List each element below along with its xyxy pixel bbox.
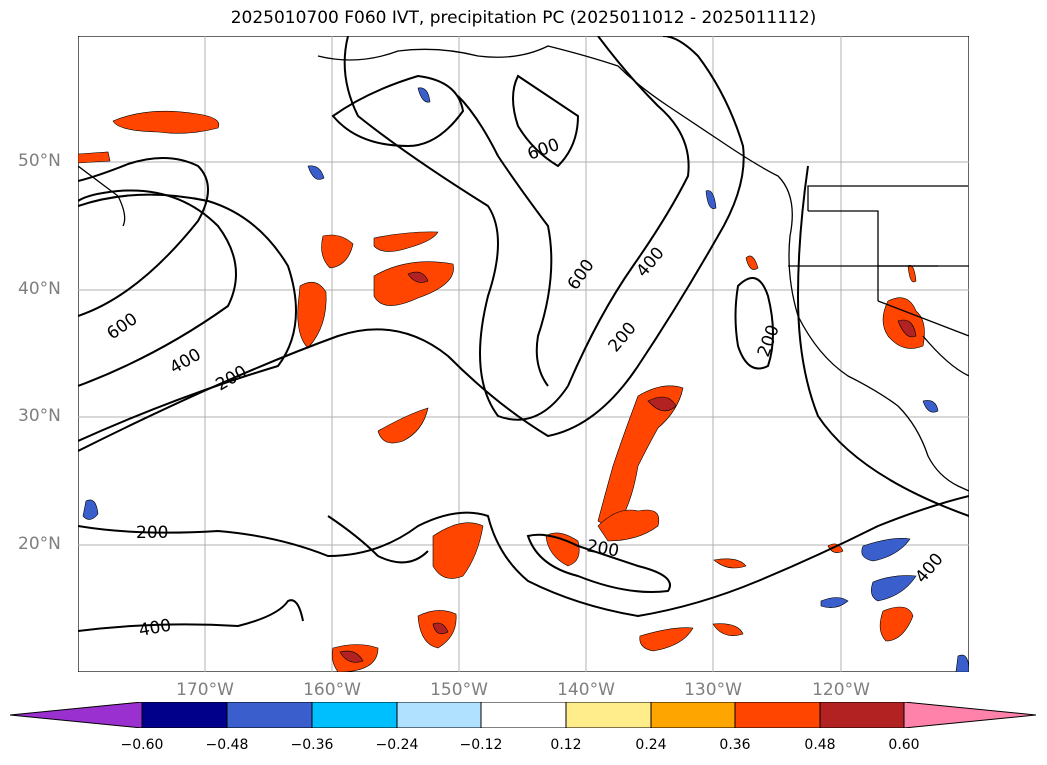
precip-area: [112, 110, 220, 134]
precip-area: [417, 87, 431, 103]
precip-area: [373, 261, 454, 306]
colorbar-tick: 0.12: [550, 737, 582, 753]
lat-label: 20°N: [18, 534, 61, 554]
colorbar-tick: 0.48: [804, 737, 836, 753]
precip-area: [82, 499, 99, 520]
colorbar-tick: −0.12: [459, 737, 503, 753]
precip-area: [321, 234, 354, 269]
colorbar-segment: [566, 702, 651, 728]
precip-area: [879, 606, 914, 642]
lon-label: 140°W: [557, 680, 615, 700]
precip-area: [712, 623, 744, 636]
map-title: 2025010700 F060 IVT, precipitation PC (2…: [230, 8, 817, 28]
colorbar-segment: [10, 702, 142, 728]
coastline: [78, 45, 969, 492]
colorbar-segment: [481, 702, 566, 728]
colorbar-segment: [397, 702, 481, 728]
contour-label: 200: [136, 523, 168, 543]
precip-area: [407, 271, 429, 283]
colorbar-tick: 0.60: [888, 737, 920, 753]
precip-area: [78, 151, 111, 164]
colorbar-tick: −0.24: [375, 737, 419, 753]
colorbar-tick: 0.24: [635, 737, 667, 753]
precip-area: [871, 575, 917, 602]
map-panel[interactable]: 600 600 400 200 600 400 200 200 200 400 …: [78, 36, 969, 672]
precip-area: [377, 407, 429, 444]
precip-area: [432, 622, 449, 635]
precip-area: [597, 509, 660, 542]
colorbar-segment: [820, 702, 904, 728]
precip-area: [432, 522, 484, 579]
precip-area: [545, 532, 580, 567]
precip-area: [897, 319, 917, 338]
colorbar-tick: 0.36: [719, 737, 751, 753]
colorbar-tick: −0.48: [205, 737, 249, 753]
colorbar: [10, 702, 1036, 728]
colorbar-segment: [312, 702, 397, 728]
lon-label: 150°W: [430, 680, 488, 700]
precip-area: [713, 558, 747, 569]
precip-area: [861, 538, 911, 562]
ivt-contours: [78, 36, 969, 632]
precip-area: [297, 281, 327, 349]
lon-label: 120°W: [812, 680, 870, 700]
colorbar-tick: −0.36: [290, 737, 334, 753]
lon-label: 170°W: [176, 680, 234, 700]
precip-area: [339, 650, 364, 663]
precip-area: [745, 255, 759, 270]
precip-area: [373, 231, 439, 252]
lon-label: 130°W: [684, 680, 742, 700]
precip-area: [705, 190, 717, 209]
colorbar-segment: [735, 702, 820, 728]
precip-area: [597, 385, 684, 526]
precip-positive-areas: [78, 110, 925, 672]
colorbar-segment: [651, 702, 735, 728]
colorbar-segment: [227, 702, 312, 728]
lat-label: 30°N: [18, 406, 61, 426]
precip-negative-areas: [82, 87, 969, 672]
precip-area: [307, 165, 325, 180]
colorbar-tick: −0.60: [120, 737, 164, 753]
precip-area: [827, 543, 844, 553]
lat-label: 50°N: [18, 151, 61, 171]
precip-area: [820, 597, 849, 608]
precip-area: [639, 627, 694, 652]
lat-label: 40°N: [18, 279, 61, 299]
precip-area: [922, 400, 939, 413]
precip-area: [647, 396, 677, 412]
lon-label: 160°W: [303, 680, 361, 700]
colorbar-segment: [142, 702, 227, 728]
colorbar-segment: [904, 702, 1036, 728]
precip-area: [955, 654, 969, 672]
